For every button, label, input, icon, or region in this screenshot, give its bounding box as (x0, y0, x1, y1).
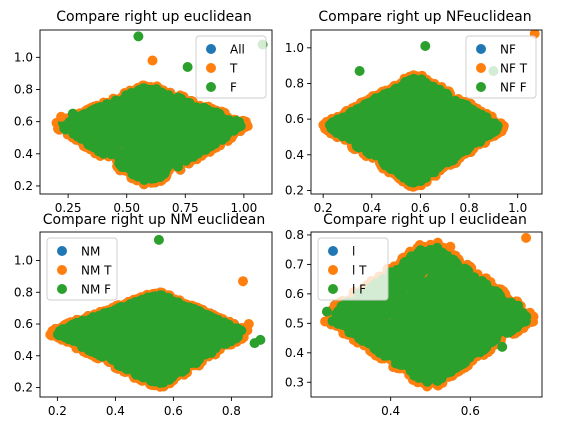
point-f (158, 109, 169, 120)
subplot-1-plot-area: 0.25 0.50 0.75 1.00 0.2 0.4 0.6 0.8 1.0 All TF (14, 29, 273, 215)
point-f (154, 163, 165, 174)
scatter-points (318, 30, 540, 192)
point-f (128, 158, 139, 169)
point-f (194, 127, 205, 138)
point-f (101, 104, 112, 115)
point-f (172, 159, 183, 170)
point-outlier (182, 62, 193, 72)
point-f (134, 107, 145, 118)
legend-marker (206, 44, 216, 54)
x-tick-label: 1.00 (231, 201, 258, 215)
legend: All TF (195, 35, 267, 99)
y-tick-label: 0.6 (14, 115, 33, 129)
point-f (113, 149, 124, 160)
point-f (145, 173, 156, 184)
point-f (86, 135, 97, 146)
point-f (134, 133, 145, 144)
point-f (94, 144, 105, 155)
point-outlier (147, 55, 158, 66)
point-f (169, 106, 180, 117)
y-tick-label: 0.8 (14, 82, 33, 96)
point-f (197, 114, 208, 125)
point-outlier (133, 31, 144, 42)
point-f (163, 154, 174, 165)
point-f (118, 130, 129, 141)
scatter-points (51, 31, 268, 190)
point-f (174, 145, 185, 156)
point-f (150, 147, 161, 158)
point-f (182, 151, 193, 162)
point-f (143, 99, 154, 110)
point-f (199, 102, 210, 113)
point-f (155, 126, 166, 137)
point-f (110, 109, 121, 120)
axes-frame (39, 29, 273, 195)
point-f (231, 122, 242, 133)
subplot-1: Compare right up euclidean 0.25 0.50 0.75 1… (14, 9, 273, 215)
subplot-2: Compare right up NFeuclidean 0.2 0.4 0.6 0.… (285, 9, 543, 215)
point-f (125, 95, 135, 106)
legend-label: T (229, 62, 238, 76)
point-f (135, 89, 146, 100)
legend-marker (206, 63, 216, 73)
point-f (159, 89, 170, 100)
point-f (180, 138, 191, 149)
x-tick-label: 0.25 (55, 201, 82, 215)
point-f (134, 168, 145, 179)
x-tick-label: 0.75 (172, 201, 199, 215)
point-f (162, 162, 173, 173)
point-f (114, 158, 125, 169)
point-f (135, 122, 146, 133)
point-f (173, 118, 184, 129)
subplot-2-title: Compare right up NFeuclidean (318, 9, 531, 25)
point-f (151, 135, 162, 145)
point-f (151, 84, 162, 95)
point-f (137, 155, 148, 166)
point-outlier (67, 108, 78, 119)
y-tick-label: 0.2 (14, 179, 33, 193)
point-f (116, 118, 127, 129)
point-f (107, 133, 118, 144)
x-tick-label: 0.50 (113, 201, 140, 215)
legend-label: F (230, 81, 237, 95)
point-f (85, 124, 95, 135)
point-f (210, 125, 221, 136)
point-f (69, 124, 79, 134)
point-f (134, 143, 145, 154)
point-f (206, 109, 217, 120)
y-tick-label: 1.0 (14, 50, 33, 64)
point-f (169, 96, 180, 107)
point-f (94, 136, 105, 147)
point-f (187, 118, 198, 129)
point-f (85, 116, 96, 127)
point-f (178, 129, 189, 140)
legend-label: All (230, 43, 245, 57)
legend-marker (206, 82, 216, 92)
point-f (182, 99, 193, 110)
point-f (217, 130, 228, 141)
subplot-1-title: Compare right up euclidean (56, 9, 251, 25)
point-f (223, 115, 234, 126)
point-f (123, 108, 134, 119)
point-f (188, 142, 199, 153)
point-f (101, 117, 112, 128)
point-f (83, 109, 94, 120)
point-outlier (56, 111, 67, 122)
point-f (153, 155, 164, 166)
y-tick-label: 0.4 (14, 147, 33, 161)
